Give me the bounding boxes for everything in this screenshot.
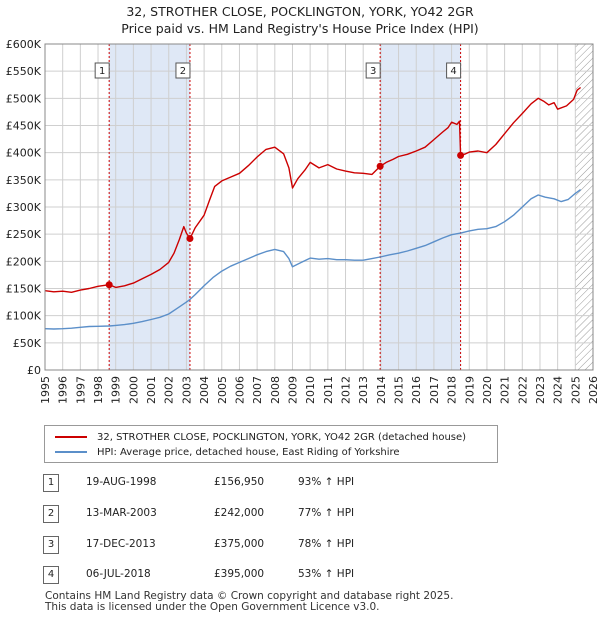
x-tick-label: 2014	[375, 376, 388, 404]
y-tick-label: £600K	[6, 38, 42, 51]
sale-price: £242,000	[214, 507, 265, 519]
x-tick-label: 2018	[446, 376, 459, 404]
x-tick-label: 2019	[463, 376, 476, 404]
y-tick-label: £300K	[6, 201, 42, 214]
legend-item-property: 32, STROTHER CLOSE, POCKLINGTON, YORK, Y…	[55, 430, 466, 444]
sale-price: £156,950	[214, 476, 265, 488]
sale-date: 13-MAR-2003	[86, 507, 157, 519]
sale-number-badge: 4	[43, 566, 59, 584]
y-tick-label: £550K	[6, 65, 42, 78]
title-line-1: 32, STROTHER CLOSE, POCKLINGTON, YORK, Y…	[126, 4, 474, 19]
y-tick-label: £250K	[6, 228, 42, 241]
footer-attribution: Contains HM Land Registry data © Crown c…	[45, 591, 453, 613]
footer-line-2: This data is licensed under the Open Gov…	[45, 601, 380, 613]
sale-label-box	[446, 62, 462, 79]
x-tick-label: 2025	[569, 376, 582, 404]
x-tick-label: 2013	[357, 376, 370, 404]
sale-row-3: 3 17-DEC-2013 £375,000 78% ↑ HPI	[0, 536, 600, 554]
sale-point	[186, 235, 194, 243]
legend: 32, STROTHER CLOSE, POCKLINGTON, YORK, Y…	[44, 425, 498, 463]
x-tick-label: 2011	[322, 376, 335, 404]
x-tick-label: 2003	[180, 376, 193, 404]
x-tick-label: 2012	[340, 376, 353, 404]
x-tick-label: 2026	[587, 376, 600, 404]
x-tick-label: 2004	[198, 376, 211, 404]
sale-label: 1	[99, 66, 105, 77]
sale-label: 4	[450, 66, 456, 77]
x-tick-label: 2016	[410, 376, 423, 404]
sale-label-box	[365, 62, 381, 79]
sale-hpi-change: 53% ↑ HPI	[298, 568, 355, 580]
y-tick-label: £500K	[6, 92, 42, 105]
x-tick-label: 2001	[145, 376, 158, 404]
x-tick-label: 1996	[57, 376, 70, 404]
sale-row-2: 2 13-MAR-2003 £242,000 77% ↑ HPI	[0, 505, 600, 523]
y-tick-label: £350K	[6, 174, 42, 187]
sale-date: 06-JUL-2018	[86, 568, 151, 580]
y-tick-label: £400K	[6, 147, 42, 160]
x-tick-label: 2024	[552, 376, 565, 404]
plot-frame	[44, 43, 594, 371]
y-tick-label: £450K	[6, 120, 42, 133]
sale-number-badge: 3	[43, 536, 59, 554]
sale-point	[457, 151, 465, 159]
x-tick-label: 2010	[304, 376, 317, 404]
y-tick-label: £100K	[6, 310, 42, 323]
sale-label: 2	[180, 66, 186, 77]
x-tick-label: 1995	[39, 376, 52, 404]
sale-point	[376, 162, 384, 170]
x-tick-label: 2023	[534, 376, 547, 404]
x-tick-label: 2006	[233, 376, 246, 404]
sale-label-box	[94, 62, 110, 79]
sale-hpi-change: 78% ↑ HPI	[298, 538, 355, 550]
legend-label-property: 32, STROTHER CLOSE, POCKLINGTON, YORK, Y…	[97, 431, 467, 443]
x-tick-label: 2002	[163, 376, 176, 404]
x-tick-label: 2022	[516, 376, 529, 404]
x-tick-label: 2009	[286, 376, 299, 404]
y-tick-label: £0	[27, 364, 41, 377]
x-tick-label: 2007	[251, 376, 264, 404]
x-tick-label: 2020	[481, 376, 494, 404]
sale-label: 3	[370, 66, 376, 77]
x-tick-label: 2008	[269, 376, 282, 404]
sale-price: £375,000	[214, 538, 265, 550]
sale-row-1: 1 19-AUG-1998 £156,950 93% ↑ HPI	[0, 474, 600, 492]
sale-row-4: 4 06-JUL-2018 £395,000 53% ↑ HPI	[0, 566, 600, 584]
sale-label-box	[175, 62, 191, 79]
sale-date: 19-AUG-1998	[86, 476, 157, 488]
chart-title: 32, STROTHER CLOSE, POCKLINGTON, YORK, Y…	[0, 3, 600, 37]
title-line-2: Price paid vs. HM Land Registry's House …	[121, 21, 479, 36]
y-tick-label: £150K	[6, 283, 42, 296]
x-tick-label: 2005	[216, 376, 229, 404]
legend-swatch-property	[55, 436, 87, 438]
sale-number-badge: 2	[43, 505, 59, 523]
x-tick-label: 1999	[110, 376, 123, 404]
footer-line-1: Contains HM Land Registry data © Crown c…	[45, 590, 454, 602]
sale-hpi-change: 93% ↑ HPI	[298, 476, 355, 488]
legend-label-hpi: HPI: Average price, detached house, East…	[97, 446, 400, 458]
property-price-line	[44, 86, 582, 293]
x-tick-label: 2000	[127, 376, 140, 404]
x-tick-label: 2021	[499, 376, 512, 404]
price-chart: 1 2 3 4 1995 1996 1997 1998 1999 2000 2001 2002 200…	[6, 38, 600, 404]
sale-point	[105, 281, 113, 289]
sale-hpi-change: 77% ↑ HPI	[298, 507, 355, 519]
legend-swatch-hpi	[55, 451, 87, 453]
hpi-line	[44, 189, 582, 330]
x-tick-label: 1998	[92, 376, 105, 404]
y-tick-label: £50K	[13, 337, 42, 350]
sale-date: 17-DEC-2013	[86, 538, 156, 550]
x-tick-label: 1997	[74, 376, 87, 404]
x-tick-label: 2015	[393, 376, 406, 404]
sale-price: £395,000	[214, 568, 265, 580]
x-tick-label: 2017	[428, 376, 441, 404]
y-tick-label: £200K	[6, 255, 42, 268]
sale-number-badge: 1	[43, 474, 59, 492]
legend-item-hpi: HPI: Average price, detached house, East…	[55, 445, 400, 459]
